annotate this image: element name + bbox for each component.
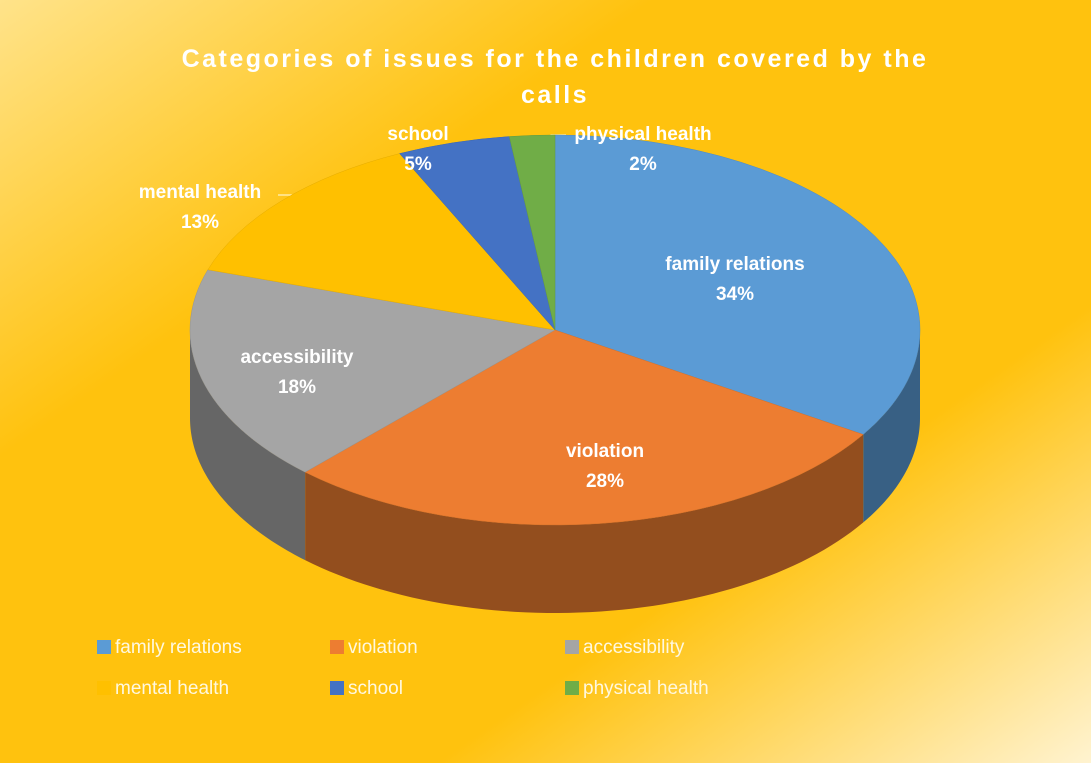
legend-label: mental health xyxy=(115,678,229,699)
data-label-value: 28% xyxy=(586,471,624,492)
legend-item: violation xyxy=(330,637,418,658)
legend-label: accessibility xyxy=(583,637,685,658)
data-label-name: violation xyxy=(566,441,644,462)
legend-label: family relations xyxy=(115,637,242,658)
legend-swatch xyxy=(97,681,111,695)
legend-label: violation xyxy=(348,637,418,658)
legend-swatch xyxy=(330,681,344,695)
pie-slice-side xyxy=(863,330,920,523)
legend-swatch xyxy=(330,640,344,654)
legend-item: physical health xyxy=(565,678,709,699)
legend-swatch xyxy=(97,640,111,654)
pie-slice xyxy=(189,269,556,473)
data-label-name: mental health xyxy=(139,182,261,203)
pie-slice xyxy=(304,329,864,526)
data-label-name: accessibility xyxy=(240,347,353,368)
data-label-value: 5% xyxy=(404,154,432,175)
data-label-value: 34% xyxy=(716,284,754,305)
data-label-name: school xyxy=(387,124,448,145)
pie-slice xyxy=(554,134,921,435)
data-label-value: 2% xyxy=(629,154,657,175)
pie-slice xyxy=(207,153,556,331)
pie-slice-side xyxy=(190,330,306,561)
legend-swatch xyxy=(565,681,579,695)
data-label-name: family relations xyxy=(665,254,804,275)
legend-swatch xyxy=(565,640,579,654)
legend-label: physical health xyxy=(583,678,709,699)
data-label-name: physical health xyxy=(574,124,711,145)
data-label-value: 13% xyxy=(181,212,219,233)
legend-item: mental health xyxy=(97,678,229,699)
legend-item: family relations xyxy=(97,637,242,658)
chart-title: Categories of issues for the children co… xyxy=(182,45,929,109)
legend-label: school xyxy=(348,678,403,699)
legend-item: accessibility xyxy=(565,637,685,658)
legend-item: school xyxy=(330,678,403,699)
pie-slice xyxy=(508,134,556,331)
pie-slice-side xyxy=(305,434,864,613)
data-label-value: 18% xyxy=(278,377,316,398)
